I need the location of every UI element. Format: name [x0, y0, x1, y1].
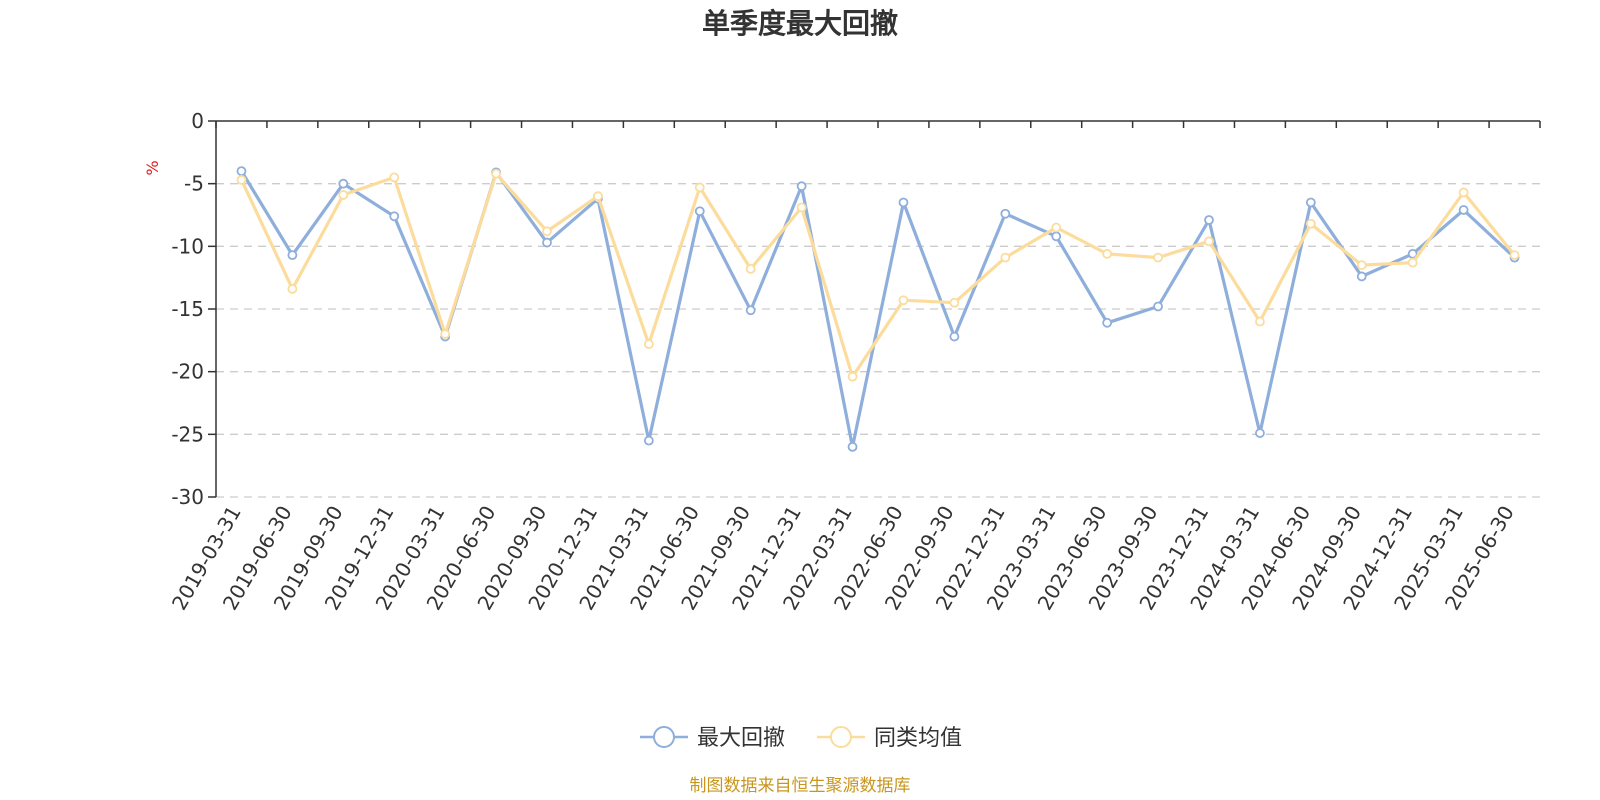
data-point — [694, 206, 705, 217]
data-point — [1102, 317, 1113, 328]
data-point — [1255, 428, 1265, 438]
data-point — [1407, 257, 1418, 268]
data-point — [389, 172, 400, 183]
data-point — [847, 371, 858, 382]
data-point — [694, 182, 705, 193]
y-tick-label: -15 — [171, 297, 204, 321]
data-point — [1356, 260, 1367, 271]
data-point — [440, 329, 451, 339]
legend-swatch-marker — [830, 726, 852, 748]
data-point — [898, 197, 909, 208]
data-point — [796, 181, 807, 192]
data-point — [1051, 222, 1062, 233]
data-point — [287, 284, 298, 294]
data-point — [1305, 197, 1316, 208]
data-point — [643, 435, 654, 446]
y-tick-label: -5 — [184, 172, 204, 196]
data-point — [1356, 271, 1367, 282]
series-line — [240, 172, 1516, 379]
data-point — [949, 297, 960, 308]
legend[interactable]: 最大回撤 同类均值 — [640, 726, 962, 751]
legend-label: 最大回撤 — [697, 726, 785, 751]
y-tick-label: -30 — [171, 485, 204, 509]
plot-area — [236, 166, 1520, 452]
data-point — [796, 202, 807, 213]
data-point — [1204, 215, 1214, 225]
legend-item-0[interactable]: 最大回撤 — [640, 726, 785, 751]
data-point — [1458, 205, 1469, 215]
data-point — [1102, 248, 1113, 259]
data-point — [643, 339, 654, 349]
data-point — [1458, 187, 1469, 198]
data-point — [236, 166, 247, 177]
y-tick-label: 0 — [191, 109, 204, 133]
data-point — [949, 331, 960, 342]
data-point — [1000, 252, 1011, 263]
data-point — [236, 175, 247, 185]
legend-swatch-marker — [653, 726, 675, 748]
data-point — [745, 305, 756, 316]
chart-title: 单季度最大回撤 — [702, 7, 898, 40]
data-point — [542, 226, 552, 237]
data-point — [1305, 218, 1316, 229]
legend-label: 同类均值 — [874, 726, 962, 751]
data-point — [287, 250, 298, 261]
data-point — [542, 237, 552, 248]
data-point — [1204, 236, 1214, 247]
y-tick-label: -10 — [171, 234, 204, 258]
series-1 — [236, 168, 1520, 382]
data-point — [389, 211, 400, 222]
data-point — [338, 178, 349, 189]
grid-lines — [216, 183, 1540, 498]
data-source-note: 制图数据来自恒生聚源数据库 — [690, 776, 911, 796]
data-point — [847, 441, 858, 452]
data-point — [1509, 250, 1520, 261]
data-point — [898, 295, 909, 306]
y-tick-label: -25 — [171, 422, 204, 446]
data-point — [338, 190, 349, 200]
data-point — [1000, 208, 1011, 219]
data-point — [491, 168, 501, 179]
y-tick-label: -20 — [171, 360, 204, 384]
data-point — [1255, 316, 1265, 327]
data-point — [1153, 252, 1163, 263]
data-point — [745, 263, 756, 274]
legend-item-1[interactable]: 同类均值 — [817, 726, 962, 751]
y-axis-unit: % — [143, 160, 162, 175]
data-point — [1153, 301, 1163, 312]
data-point — [593, 191, 603, 202]
data-point — [1051, 231, 1062, 242]
